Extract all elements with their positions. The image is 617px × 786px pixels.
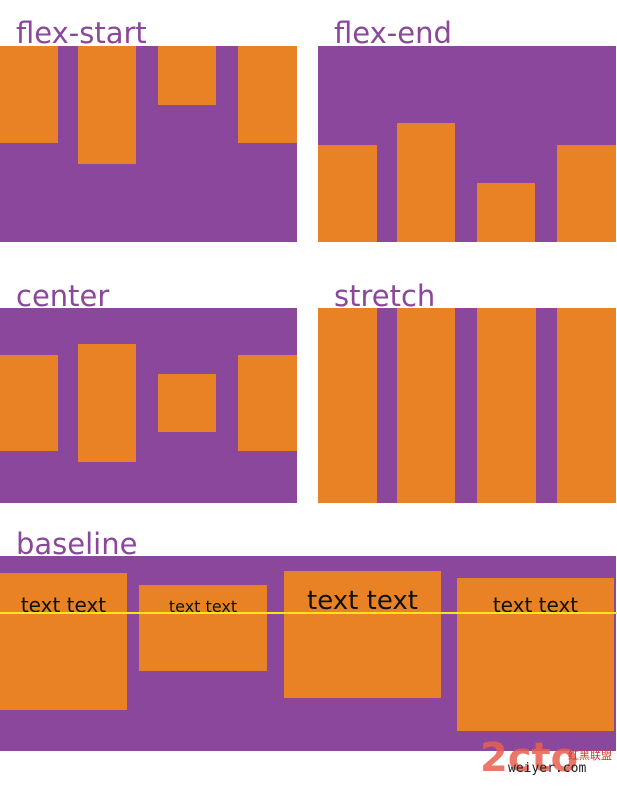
flex-start-container: [0, 46, 297, 242]
flex-item: [318, 308, 377, 503]
item-text: text text: [20, 593, 107, 617]
flex-end-container: [318, 46, 616, 242]
flex-item: [78, 344, 136, 462]
flex-end-label: flex-end: [334, 16, 452, 50]
flex-item: [0, 355, 58, 451]
flex-item: text text: [0, 573, 127, 710]
flex-start-label: flex-start: [16, 16, 147, 50]
flex-item: [238, 46, 297, 143]
watermark-logo: 2cto: [480, 735, 579, 781]
flex-item: [397, 308, 455, 503]
baseline-container: text text text text text text text text: [0, 556, 616, 751]
flex-item: [397, 123, 455, 242]
flex-item: [318, 145, 377, 242]
item-text: text text: [492, 593, 579, 617]
flex-item: text text: [457, 578, 614, 731]
item-text: text text: [307, 586, 418, 616]
item-text: text text: [168, 597, 238, 616]
flex-item: text text: [139, 585, 267, 671]
flex-item: [477, 308, 536, 503]
flex-item: [158, 46, 216, 105]
watermark-site: weiyer.com: [508, 761, 587, 776]
watermark-cn-text: 红黑联盟: [568, 749, 612, 762]
flex-item: [557, 145, 616, 242]
flex-item: [0, 46, 58, 143]
baseline-label: baseline: [16, 527, 138, 561]
flex-item: [477, 183, 535, 242]
flex-item: [78, 46, 136, 164]
stretch-container: [318, 308, 616, 503]
flex-item: [557, 308, 616, 503]
baseline-guide-line: [0, 612, 617, 614]
flex-item: text text: [284, 571, 441, 698]
center-container: [0, 308, 297, 503]
flex-item: [158, 374, 216, 432]
stretch-label: stretch: [334, 279, 436, 313]
flex-item: [238, 355, 297, 451]
center-label: center: [16, 279, 110, 313]
